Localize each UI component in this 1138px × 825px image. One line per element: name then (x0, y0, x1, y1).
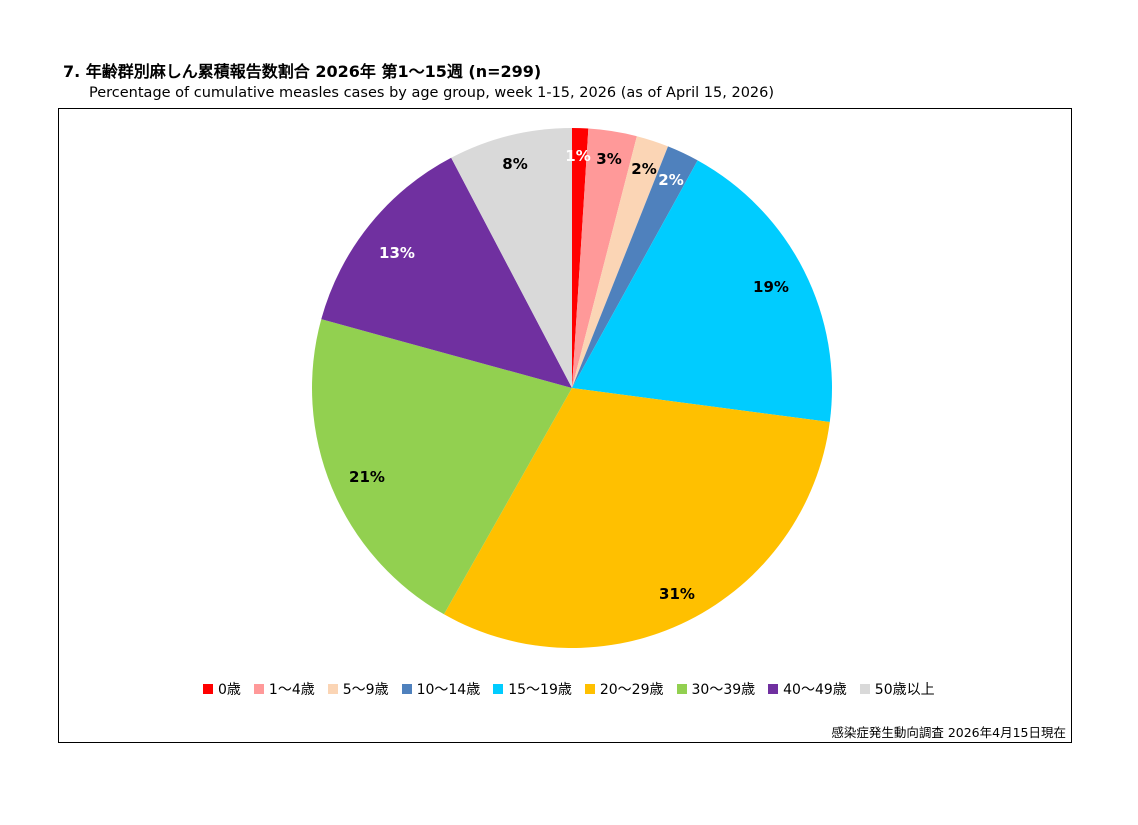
legend-label: 15〜19歳 (508, 682, 572, 698)
legend-item-20-29: 20〜29歳 (584, 679, 664, 699)
pie-slices (312, 128, 832, 649)
legend-swatch (859, 684, 870, 694)
pie-data-label: 2% (631, 160, 656, 178)
pie-slice (572, 128, 637, 388)
pie-data-label: 21% (349, 468, 385, 486)
legend-item-40-49: 40〜49歳 (768, 679, 847, 699)
legend-swatch (493, 684, 504, 694)
legend-swatch (584, 684, 595, 694)
legend-label: 40〜49歳 (783, 682, 847, 698)
legend-item-0: 0歳 (203, 679, 241, 699)
pie-data-label: 8% (502, 155, 527, 173)
legend-label: 0歳 (218, 682, 241, 698)
pie-data-label: 2% (658, 171, 683, 189)
pie-data-label: 3% (596, 150, 621, 168)
legend-label: 30〜39歳 (691, 682, 756, 698)
pie-data-label: 19% (753, 278, 789, 296)
legend-swatch (203, 684, 213, 694)
chart-title: 7. 年齢群別麻しん累積報告数割合 2026年 第1〜15週 (n=299) (63, 62, 542, 81)
pie-slice (321, 157, 572, 388)
pie-data-label: 31% (659, 585, 695, 603)
pie-slice (572, 146, 698, 388)
pie-slice (312, 319, 572, 615)
pie-slice (572, 160, 832, 423)
legend-swatch (768, 684, 779, 694)
legend-swatch (676, 684, 687, 694)
legend-label: 5〜9歳 (342, 682, 389, 698)
legend-swatch (327, 684, 338, 694)
legend-item-1-4: 1〜4歳 (253, 679, 315, 699)
legend-label: 1〜4歳 (268, 682, 315, 698)
legend-label: 20〜29歳 (599, 682, 664, 698)
legend: 0歳 1〜4歳 5〜9歳 10〜14歳 15〜19歳 20〜29歳 30〜39歳… (203, 679, 948, 699)
legend-item-50-plus: 50歳以上 (859, 679, 935, 699)
legend-swatch (253, 684, 264, 694)
pie-slice (451, 128, 572, 388)
pie-data-label: 1% (565, 147, 590, 165)
legend-label: 10〜14歳 (416, 682, 481, 698)
legend-item-5-9: 5〜9歳 (327, 679, 389, 699)
pie-data-labels: 1% 3% 2%2% 19% 31% 21% 13% 8% (349, 147, 789, 603)
pie-slice (443, 388, 830, 649)
legend-label: 50歳以上 (874, 682, 935, 698)
chart-subtitle: Percentage of cumulative measles cases b… (89, 85, 775, 101)
pie-slice (572, 136, 669, 388)
pie-data-label: 13% (379, 244, 415, 262)
legend-item-30-39: 30〜39歳 (676, 679, 756, 699)
pie-slice (572, 128, 589, 388)
legend-item-15-19: 15〜19歳 (493, 679, 572, 699)
legend-swatch (401, 684, 412, 694)
source-note: 感染症発生動向調査 2026年4月15日現在 (831, 725, 1066, 740)
legend-item-10-14: 10〜14歳 (401, 679, 481, 699)
